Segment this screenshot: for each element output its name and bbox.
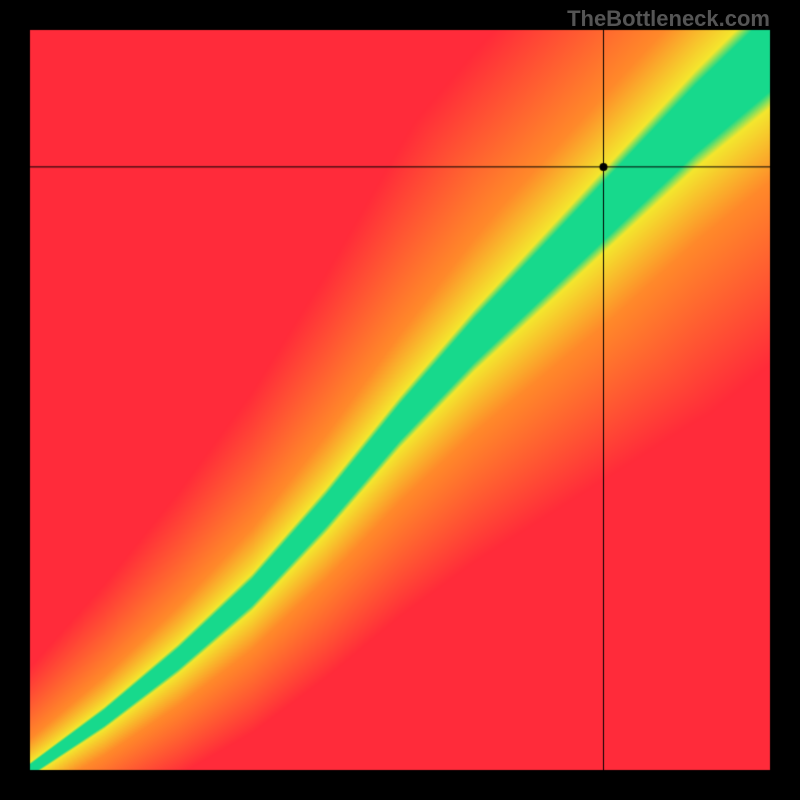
- watermark-text: TheBottleneck.com: [567, 6, 770, 32]
- bottleneck-heatmap: [0, 0, 800, 800]
